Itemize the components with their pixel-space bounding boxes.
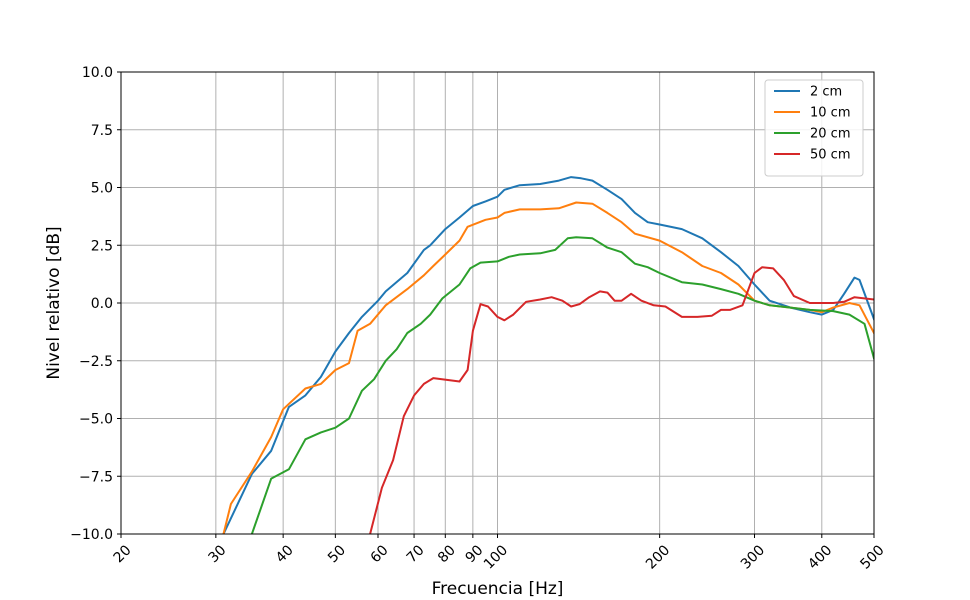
y-tick-label: 0.0 xyxy=(91,296,113,312)
y-tick-label: −10.0 xyxy=(70,527,113,543)
legend-label: 20 cm xyxy=(810,127,851,142)
y-tick-label: −2.5 xyxy=(79,354,113,370)
x-tick-label: 40 xyxy=(273,542,297,566)
legend-label: 2 cm xyxy=(810,85,842,100)
x-tick-label: 50 xyxy=(325,542,349,566)
x-tick-label: 20 xyxy=(111,542,135,566)
legend-label: 10 cm xyxy=(810,106,851,121)
x-tick-label: 60 xyxy=(368,542,392,566)
y-tick-label: 5.0 xyxy=(91,181,113,197)
y-tick-label: 10.0 xyxy=(82,65,113,81)
x-axis-title: Frecuencia [Hz] xyxy=(432,579,564,599)
y-axis-title: Nivel relativo [dB] xyxy=(44,226,64,379)
x-tick-label: 400 xyxy=(805,542,835,572)
x-tick-label: 300 xyxy=(738,542,768,572)
y-tick-label: −7.5 xyxy=(79,469,113,485)
x-tick-label: 500 xyxy=(857,542,887,572)
legend: 2 cm 10 cm 20 cm 50 cm xyxy=(764,79,864,177)
y-tick-label: 7.5 xyxy=(91,123,113,139)
x-tick-label: 70 xyxy=(404,542,428,566)
x-tick-label: 30 xyxy=(206,542,230,566)
x-tick-label: 200 xyxy=(643,542,673,572)
series-line-20-cm xyxy=(250,236,874,534)
x-tick-label: 80 xyxy=(435,542,459,566)
legend-box xyxy=(764,79,864,177)
legend-label: 50 cm xyxy=(810,148,851,163)
series-line-2-cm xyxy=(222,176,874,534)
x-tick-label: 100 xyxy=(481,542,511,572)
series-layer xyxy=(222,176,874,534)
y-tick-label: 2.5 xyxy=(91,238,113,254)
series-line-50-cm xyxy=(369,266,874,534)
y-tick-label: −5.0 xyxy=(79,412,113,428)
